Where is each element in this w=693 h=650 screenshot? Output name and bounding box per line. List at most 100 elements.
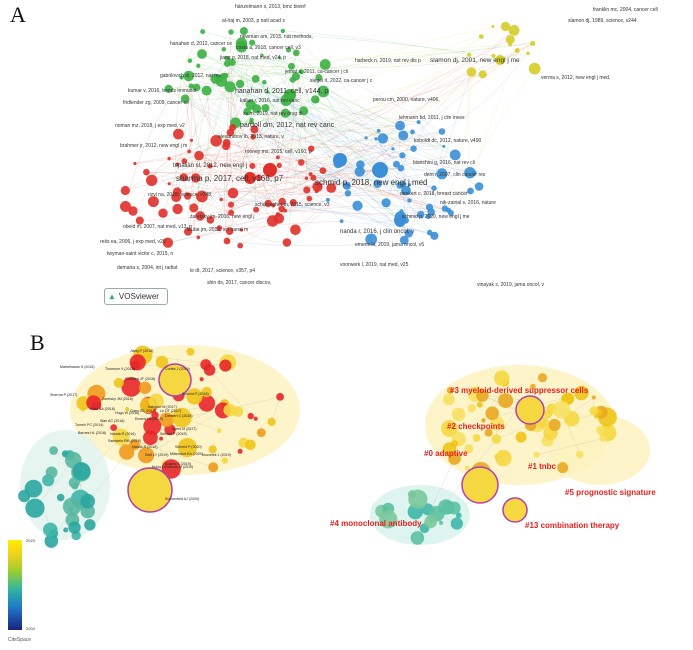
network-a-node[interactable] xyxy=(467,187,474,195)
network-b-node[interactable] xyxy=(276,393,284,401)
network-a-node[interactable] xyxy=(191,173,201,183)
network-a-node[interactable] xyxy=(262,79,267,85)
network-b-node[interactable] xyxy=(221,457,228,464)
network-a-node[interactable] xyxy=(399,152,406,159)
network-b-node[interactable] xyxy=(18,489,31,503)
network-a-hub-node[interactable] xyxy=(263,163,277,177)
network-a-node[interactable] xyxy=(280,28,286,34)
network-a-node[interactable] xyxy=(228,29,234,35)
network-b-node[interactable] xyxy=(80,493,95,509)
network-a-node[interactable] xyxy=(438,128,446,135)
network-b-cluster-label[interactable]: #4 monoclonal antibody xyxy=(330,519,422,528)
network-b-node[interactable] xyxy=(464,465,471,471)
network-a-node[interactable] xyxy=(243,107,251,116)
network-a-node[interactable] xyxy=(189,203,199,213)
network-a-node[interactable] xyxy=(399,235,409,245)
network-b-node[interactable] xyxy=(267,417,276,426)
network-b-node[interactable] xyxy=(548,418,561,431)
network-b-node[interactable] xyxy=(219,359,232,372)
network-a-node[interactable] xyxy=(297,159,305,166)
network-b-node[interactable] xyxy=(557,462,569,474)
network-a-node[interactable] xyxy=(344,190,352,197)
network-a-node[interactable] xyxy=(430,231,439,240)
network-a-node[interactable] xyxy=(314,97,320,103)
network-b-node[interactable] xyxy=(84,519,96,531)
network-a-node[interactable] xyxy=(397,164,405,172)
network-a-hub-node[interactable] xyxy=(244,172,256,184)
network-a-node[interactable] xyxy=(381,198,391,208)
network-a-node[interactable] xyxy=(260,53,264,57)
network-a-node[interactable] xyxy=(500,21,511,32)
network-a-hub-node[interactable] xyxy=(333,153,347,167)
network-a-node[interactable] xyxy=(410,145,417,152)
network-b-node[interactable] xyxy=(208,445,217,454)
network-a-node[interactable] xyxy=(315,74,323,81)
network-a-node[interactable] xyxy=(251,75,260,83)
network-a-node[interactable] xyxy=(200,29,206,35)
network-a-node[interactable] xyxy=(249,39,256,46)
network-a-node[interactable] xyxy=(266,90,269,94)
network-b-node[interactable] xyxy=(424,515,437,529)
network-a-node[interactable] xyxy=(436,168,448,180)
network-a-node[interactable] xyxy=(225,227,234,235)
network-a-node[interactable] xyxy=(466,67,477,77)
network-a-node[interactable] xyxy=(206,216,215,224)
network-a-node[interactable] xyxy=(180,94,190,104)
network-a-node[interactable] xyxy=(471,170,477,176)
network-b-node[interactable] xyxy=(68,477,80,489)
network-a-node[interactable] xyxy=(308,145,315,152)
network-a-hub-node[interactable] xyxy=(372,162,388,178)
network-b-node[interactable] xyxy=(489,416,505,431)
network-a-node[interactable] xyxy=(183,227,193,236)
network-a-node[interactable] xyxy=(339,219,344,224)
network-a-node[interactable] xyxy=(264,199,272,208)
network-a-node[interactable] xyxy=(514,48,520,53)
network-a-node[interactable] xyxy=(464,167,476,179)
network-b-node[interactable] xyxy=(515,431,527,443)
network-a-node[interactable] xyxy=(391,147,395,151)
network-a-node[interactable] xyxy=(179,75,184,80)
network-a-node[interactable] xyxy=(135,216,144,225)
network-a-node[interactable] xyxy=(175,162,180,167)
network-b-node[interactable] xyxy=(148,393,164,409)
network-a-node[interactable] xyxy=(445,208,449,212)
network-b-node[interactable] xyxy=(130,360,140,371)
network-b-node[interactable] xyxy=(177,438,197,458)
network-b-node[interactable] xyxy=(476,401,483,408)
network-a-node[interactable] xyxy=(467,52,472,57)
network-b-node[interactable] xyxy=(530,383,536,390)
network-b-cluster-label[interactable]: #1 tnbc xyxy=(528,462,557,471)
network-a-node[interactable] xyxy=(326,183,337,193)
network-a-node[interactable] xyxy=(395,120,405,131)
network-a-node[interactable] xyxy=(196,63,201,68)
network-a-node[interactable] xyxy=(508,25,520,36)
network-a-node[interactable] xyxy=(306,195,313,202)
network-b-node[interactable] xyxy=(208,462,219,473)
network-a-node[interactable] xyxy=(224,81,236,93)
network-a-node[interactable] xyxy=(474,182,484,191)
network-b-node[interactable] xyxy=(121,377,142,397)
network-a-node[interactable] xyxy=(219,197,223,202)
network-a-node[interactable] xyxy=(167,182,171,186)
network-a-node[interactable] xyxy=(478,70,487,79)
network-a-node[interactable] xyxy=(201,85,212,96)
network-a-node[interactable] xyxy=(399,209,404,214)
network-a-node[interactable] xyxy=(120,185,130,196)
network-b-node[interactable] xyxy=(86,395,101,411)
network-b-node[interactable] xyxy=(448,452,461,465)
network-a-node[interactable] xyxy=(449,149,461,161)
network-b-node[interactable] xyxy=(245,439,256,451)
network-b-node[interactable] xyxy=(543,409,553,419)
network-a-node[interactable] xyxy=(316,184,322,189)
network-a-node[interactable] xyxy=(196,190,208,203)
network-b-node[interactable] xyxy=(49,446,58,455)
network-a-node[interactable] xyxy=(210,135,222,147)
network-a-node[interactable] xyxy=(183,70,194,82)
network-a-node[interactable] xyxy=(120,201,131,212)
network-a-node[interactable] xyxy=(187,58,193,64)
network-a-node[interactable] xyxy=(447,210,454,216)
network-b-node[interactable] xyxy=(56,493,65,502)
network-b-node[interactable] xyxy=(451,407,466,422)
network-a-node[interactable] xyxy=(410,129,415,135)
network-a-node[interactable] xyxy=(364,136,368,140)
